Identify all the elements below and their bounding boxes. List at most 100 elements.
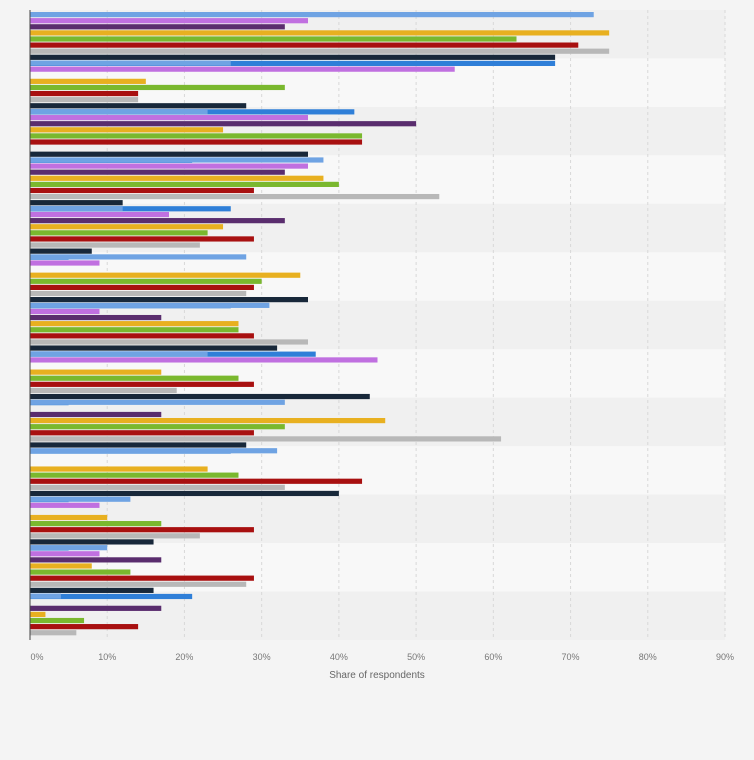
bar [30, 218, 285, 224]
bar [30, 587, 154, 593]
bar [30, 339, 308, 345]
bar [30, 36, 517, 42]
bar [30, 611, 46, 618]
bar [30, 169, 285, 175]
bar [30, 393, 370, 400]
x-tick-label: 90% [716, 652, 734, 662]
bar [30, 502, 100, 508]
bar [30, 12, 594, 18]
bar [30, 593, 193, 600]
bar [30, 302, 270, 308]
bar [30, 175, 324, 181]
bar [30, 187, 254, 194]
bar [30, 181, 339, 187]
bar [30, 514, 108, 521]
bar [30, 42, 579, 48]
bar [30, 193, 440, 200]
bar [30, 78, 146, 84]
bar [30, 230, 208, 236]
bar [30, 527, 254, 533]
bar [30, 630, 77, 636]
bar [30, 484, 285, 490]
bar [30, 411, 162, 418]
bar [30, 490, 339, 497]
bar [30, 60, 231, 66]
x-tick-label: 50% [407, 652, 425, 662]
bar [30, 624, 139, 630]
bar [30, 284, 254, 291]
bar [30, 157, 324, 163]
bar [30, 211, 169, 218]
bar [30, 260, 100, 266]
x-tick-label: 80% [639, 652, 657, 662]
bar [30, 381, 254, 387]
bar [30, 424, 285, 430]
bar [30, 108, 208, 115]
bar [30, 308, 100, 315]
bar [30, 163, 308, 169]
bar [30, 248, 92, 254]
bar [30, 206, 231, 212]
bar [30, 333, 254, 339]
bar [30, 115, 308, 121]
bar [30, 60, 556, 66]
bar [30, 399, 285, 405]
bar [30, 430, 254, 436]
bar [30, 436, 502, 442]
x-tick-label: 60% [484, 652, 502, 662]
bar [30, 569, 131, 575]
bar [30, 448, 278, 454]
bar [30, 254, 247, 260]
bar [30, 581, 247, 587]
bar [30, 278, 262, 284]
bar [30, 466, 208, 472]
bar [30, 224, 224, 230]
x-tick-label: 70% [562, 652, 580, 662]
x-tick-label: 20% [175, 652, 193, 662]
bar [30, 54, 556, 60]
x-axis-label: Share of respondents [329, 670, 425, 681]
bar [30, 66, 455, 72]
bar [30, 314, 162, 321]
bars [30, 12, 610, 636]
bar [30, 551, 100, 557]
bar [30, 545, 108, 551]
bar [30, 442, 247, 448]
bar [30, 387, 177, 394]
bar [30, 48, 610, 54]
bar [30, 521, 162, 527]
bar [30, 351, 208, 357]
bar [30, 133, 363, 139]
bar [30, 617, 85, 624]
bar [30, 496, 131, 502]
bar [30, 272, 301, 278]
bar [30, 593, 61, 599]
bar [30, 297, 308, 303]
bar [30, 605, 162, 611]
bar [30, 357, 378, 363]
bar [30, 97, 139, 103]
bar [30, 103, 247, 109]
bar [30, 139, 363, 145]
bar [30, 242, 200, 248]
bar [30, 417, 386, 424]
bar [30, 557, 162, 563]
bar [30, 345, 278, 351]
bar [30, 539, 154, 545]
bar [30, 369, 162, 375]
bar [30, 236, 254, 242]
bar [30, 478, 363, 484]
bar [30, 563, 92, 569]
x-tick-label: 0% [30, 652, 43, 662]
bar [30, 321, 239, 327]
x-tick-label: 10% [98, 652, 116, 662]
x-tick-label: 30% [253, 652, 271, 662]
bar [30, 533, 200, 539]
bar [30, 200, 123, 206]
bar [30, 205, 123, 212]
bar [30, 18, 308, 24]
x-tick-label: 40% [330, 652, 348, 662]
bar [30, 30, 610, 36]
bar [30, 575, 254, 581]
